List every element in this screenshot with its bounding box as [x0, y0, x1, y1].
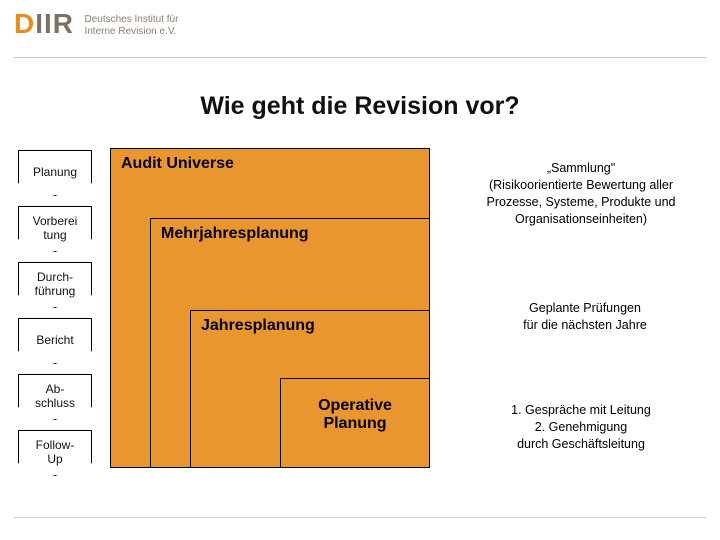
logo-sub-line1: Deutsches Institut für — [84, 14, 178, 25]
logo-subtext: Deutsches Institut für Interne Revision … — [84, 14, 178, 38]
process-tag-2: Durch-führung — [18, 262, 92, 308]
process-tag-5: Follow-Up — [18, 430, 92, 476]
logo-iir-letters: IIR — [35, 8, 74, 39]
callout-c2: Geplante Prüfungenfür die nächsten Jahre — [470, 300, 700, 334]
process-tag-3: Bericht — [18, 318, 92, 364]
page-title: Wie geht die Revision vor? — [0, 92, 720, 121]
logo-sub-line2: Interne Revision e.V. — [84, 26, 176, 37]
process-tag-0: Planung — [18, 150, 92, 196]
panel-label-mehrjahresplanung: Mehrjahresplanung — [161, 225, 309, 243]
panel-label-operative_planung: OperativePlanung — [281, 397, 429, 433]
header: DIIR Deutsches Institut für Interne Revi… — [14, 8, 706, 58]
logo-mark: DIIR — [14, 8, 74, 40]
callout-c1: „Sammlung"(Risikoorientierte Bewertung a… — [456, 160, 706, 228]
process-tag-1: Vorbereitung — [18, 206, 92, 252]
panel-operative_planung: OperativePlanung — [280, 378, 430, 468]
process-tag-4: Ab-schluss — [18, 374, 92, 420]
page-root: DIIR Deutsches Institut für Interne Revi… — [0, 0, 720, 540]
panel-label-audit_universe: Audit Universe — [121, 155, 234, 173]
callout-c3: 1. Gespräche mit Leitung2. Genehmigungdu… — [456, 402, 706, 453]
footer-rule — [14, 517, 706, 518]
panel-label-jahresplanung: Jahresplanung — [201, 317, 315, 335]
logo-d-letter: D — [14, 8, 35, 39]
